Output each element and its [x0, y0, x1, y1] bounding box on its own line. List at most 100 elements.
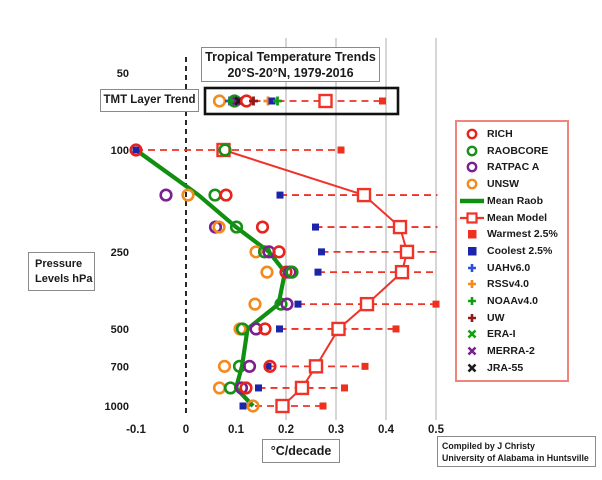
legend-item-uahv6-0: UAHv6.0 — [460, 260, 565, 276]
credit-note: Compiled by J Christy University of Alab… — [437, 436, 596, 467]
marker-unsw-circle-icon — [212, 381, 227, 395]
legend: RICH RAOBCORE RATPAC A UNSW Mean Raob Mean Mo… — [455, 120, 569, 382]
marker-raobcore-circle-icon — [274, 297, 288, 311]
marker-merra2-x-icon — [231, 96, 242, 106]
marker-rich-circle-icon — [279, 265, 293, 279]
marker-warmest-square-icon — [379, 97, 386, 105]
y-tick-label-100: 100 — [111, 145, 129, 157]
legend-label-rich: RICH — [487, 128, 513, 140]
marker-coolest-square-icon — [314, 268, 322, 276]
mean-model-line — [223, 149, 408, 407]
pressure-axis-label: Pressure Levels hPa — [28, 252, 95, 291]
marker-noaa-plus-icon — [273, 96, 282, 106]
legend-rssv4-0-plus-icon — [468, 280, 476, 289]
marker-unsw-circle-icon — [181, 188, 195, 202]
legend-label-mean-raob: Mean Raob — [487, 194, 544, 207]
marker-coolest-square-icon — [239, 402, 247, 410]
marker-unsw-circle-icon — [248, 297, 262, 311]
marker-rich-circle-icon — [263, 359, 277, 373]
marker-warmest-square-icon — [319, 402, 327, 410]
marker-rich-circle-icon — [129, 143, 143, 157]
legend-uahv6-0-plus-icon — [468, 263, 476, 272]
marker-rich-circle-icon — [258, 322, 272, 336]
mean-model-square-300 — [394, 264, 410, 280]
x-tick-label-0.2: 0.2 — [278, 424, 294, 436]
x-tick-label-0.1: 0.1 — [228, 424, 245, 436]
x-tick-label-0.4: 0.4 — [378, 424, 395, 436]
marker-warmest-square-icon — [361, 362, 369, 370]
legend-item-era-i: ERA-I — [460, 326, 565, 342]
legend-label-jra-55: JRA-55 — [487, 361, 524, 374]
y-tick-label-500: 500 — [111, 324, 129, 336]
y-tick-label-50: 50 — [117, 68, 129, 80]
legend-label-mean-model: Mean Model — [487, 211, 548, 224]
marker-rich-circle-icon — [219, 188, 233, 202]
marker-coolest-square-icon — [318, 248, 325, 256]
x-tick-label--0.1: -0.1 — [126, 424, 146, 436]
marker-coolest-square-icon — [268, 97, 276, 105]
marker-raobcore-circle-icon — [257, 245, 272, 259]
mean-model-square-200 — [392, 219, 408, 235]
legend-item-coolest-2-5: Coolest 2.5% — [460, 243, 565, 259]
marker-unsw-circle-icon — [217, 359, 232, 373]
legend-label-ratpac-a: RATPAC A — [487, 161, 540, 174]
marker-coolest-square-icon — [255, 384, 262, 392]
marker-ratpac-circle-icon — [280, 297, 294, 311]
legend-warmest-2-5-fsquare-icon — [468, 230, 477, 239]
legend-uw-plus-icon — [468, 313, 476, 322]
legend-item-jra-55: JRA-55 — [460, 360, 565, 376]
marker-coolest-square-icon — [276, 191, 284, 199]
x-axis-unit-label: °C/decade — [262, 439, 340, 463]
tmt-layer-trend-label: TMT Layer Trend — [100, 89, 199, 112]
marker-unsw-circle-icon — [212, 94, 227, 108]
marker-warmest-square-icon — [341, 384, 348, 392]
marker-warmest-square-icon — [392, 325, 400, 333]
marker-unsw-circle-icon — [212, 220, 226, 234]
marker-unsw-circle-icon — [260, 265, 274, 279]
marker-rich-circle-icon — [239, 381, 253, 395]
marker-ratpac-circle-icon — [249, 322, 263, 336]
legend-item-rich: RICH — [460, 126, 565, 142]
legend-item-raobcore: RAOBCORE — [460, 143, 565, 159]
mean-model-square-150 — [356, 187, 372, 203]
chart-title: Tropical Temperature Trends 20°S-20°N, 1… — [201, 47, 380, 82]
legend-mean-raob-line-icon — [460, 198, 484, 204]
credit-line1: Compiled by J Christy — [442, 441, 535, 451]
y-tick-label-1000: 1000 — [105, 401, 129, 413]
mean-raob-line — [134, 148, 288, 408]
marker-rich-circle-icon — [272, 245, 286, 259]
legend-label-unsw: UNSW — [487, 178, 520, 191]
legend-rich-circle-icon — [466, 128, 478, 140]
legend-ratpac-a-circle-icon — [466, 162, 478, 173]
legend-label-warmest-2-5: Warmest 2.5% — [487, 228, 558, 241]
legend-item-warmest-2-5: Warmest 2.5% — [460, 226, 565, 242]
legend-mean-model-line-square-icon — [460, 211, 484, 224]
legend-merra-2-x-icon — [467, 346, 477, 356]
legend-jra-55-x-icon — [467, 363, 477, 373]
legend-item-noaav4-0: NOAAv4.0 — [460, 293, 565, 309]
legend-label-era-i: ERA-I — [487, 328, 516, 341]
marker-coolest-square-icon — [132, 146, 140, 154]
marker-ratpac-circle-icon — [159, 188, 173, 202]
legend-item-uw: UW — [460, 310, 565, 326]
marker-ratpac-circle-icon — [234, 381, 249, 395]
legend-item-merra-2: MERRA-2 — [460, 343, 565, 359]
legend-noaav4-0-plus-icon — [468, 297, 476, 306]
legend-label-noaav4-0: NOAAv4.0 — [487, 295, 538, 308]
legend-coolest-2-5-fsquare-icon — [468, 246, 477, 256]
legend-label-coolest-2-5: Coolest 2.5% — [487, 244, 553, 257]
legend-label-raobcore: RAOBCORE — [487, 144, 549, 157]
marker-unsw-circle-icon — [249, 245, 263, 259]
legend-label-merra-2: MERRA-2 — [487, 345, 535, 358]
marker-warmest-square-icon — [432, 300, 440, 308]
marker-warmest-square-icon — [337, 146, 345, 154]
mean-model-square-500 — [331, 321, 346, 337]
tmt-mean-model-square — [318, 93, 333, 109]
marker-raobcore-circle-icon — [218, 143, 232, 157]
legend-item-mean-raob: Mean Raob — [460, 193, 565, 209]
marker-coolest-square-icon — [276, 325, 283, 333]
mean-model-square-850 — [294, 380, 310, 396]
legend-label-uahv6-0: UAHv6.0 — [487, 261, 531, 274]
